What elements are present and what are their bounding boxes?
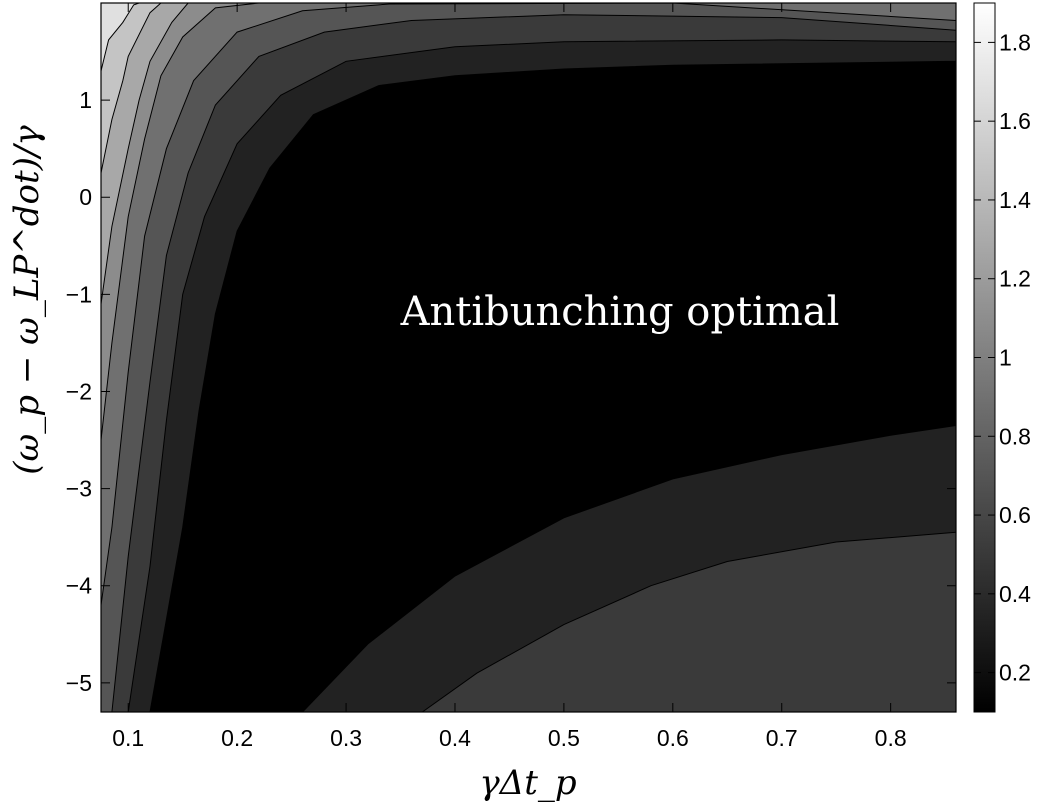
x-tick-label: 0.1 <box>112 725 144 751</box>
colorbar-tick-label: 1.6 <box>999 108 1031 134</box>
contour-region-0_6 <box>421 531 956 712</box>
contour-region-1_6 <box>101 3 956 712</box>
plot-area: Antibunching optimal 0.1 0.2 0.3 0.4 0.5 0.6 0… <box>66 2 957 751</box>
y-tick-label: −5 <box>66 670 92 696</box>
colorbar-ticks: 1.8 1.6 1.4 1.2 1 0.8 0.6 0.4 0.2 <box>974 29 1031 686</box>
annotation-antibunching-optimal: Antibunching optimal <box>400 289 840 335</box>
y-tick-label: −3 <box>66 476 92 502</box>
x-tick-label: 0.7 <box>766 725 798 751</box>
colorbar-tick-label: 0.6 <box>999 502 1031 528</box>
y-tick-label: 1 <box>79 87 92 113</box>
x-tick-label: 0.6 <box>657 725 689 751</box>
x-tick-label: 0.4 <box>439 725 471 751</box>
x-tick-label: 0.8 <box>875 725 907 751</box>
x-axis-label: γΔt_p <box>479 763 576 803</box>
x-axis-ticks: 0.1 0.2 0.3 0.4 0.5 0.6 0.7 0.8 <box>112 3 907 751</box>
colorbar-tick-label: 1 <box>999 345 1012 371</box>
colorbar-tick-label: 1.8 <box>999 29 1031 55</box>
y-tick-label: −1 <box>66 281 92 307</box>
colorbar-tick-label: 0.4 <box>999 581 1031 607</box>
contour-region-1_4 <box>101 3 956 712</box>
colorbar-tick-label: 0.2 <box>999 660 1031 686</box>
x-tick-label: 0.3 <box>330 725 362 751</box>
contour-region-0_3 <box>101 3 956 712</box>
y-tick-label: −4 <box>66 573 92 599</box>
x-tick-label: 0.2 <box>221 725 253 751</box>
contour-region-1_8 <box>101 3 956 712</box>
colorbar-tick-label: 1.4 <box>999 187 1031 213</box>
y-tick-label: −2 <box>66 378 92 404</box>
plot-frame <box>100 2 957 713</box>
colorbar-tick-label: 0.8 <box>999 423 1031 449</box>
contour-region-1_2 <box>101 3 956 712</box>
colorbar-tick-label: 1.2 <box>999 266 1031 292</box>
colorbar: 1.8 1.6 1.4 1.2 1 0.8 0.6 0.4 0.2 <box>973 2 1031 713</box>
contour-region-1 <box>101 3 956 712</box>
contour-regions <box>101 3 956 712</box>
y-axis-label: (ω_p − ω_LP^dot)/γ <box>7 125 47 475</box>
y-tick-label: 0 <box>79 184 92 210</box>
y-axis-ticks: 1 0 −1 −2 −3 −4 −5 <box>66 87 956 696</box>
x-tick-label: 0.5 <box>548 725 580 751</box>
